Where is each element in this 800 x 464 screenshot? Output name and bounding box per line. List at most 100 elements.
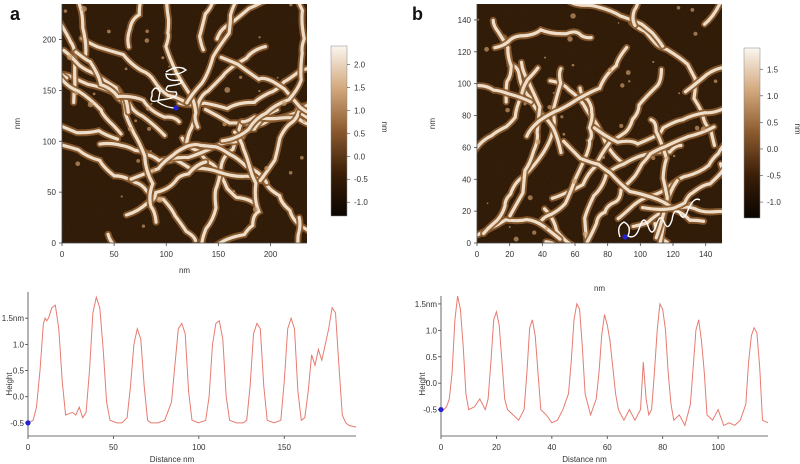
particle-dot — [264, 165, 269, 171]
particle-dot — [552, 91, 555, 94]
x-tick-label-b: 60 — [571, 250, 580, 259]
colorbar-tick-label-b: 0.0 — [767, 145, 779, 154]
section-start-marker-a — [173, 105, 179, 111]
particle-dot — [628, 80, 631, 83]
particle-dot — [694, 125, 700, 131]
fibril — [251, 168, 307, 232]
x-tick-label-a: 0 — [60, 250, 65, 259]
x-tick-label-a: 100 — [160, 250, 174, 259]
y-tick-label-b: 140 — [458, 16, 472, 25]
fibril — [240, 115, 307, 126]
y-tick-label-b: 20 — [462, 207, 471, 216]
colorbar-tick-label-a: -0.5 — [354, 175, 368, 184]
fibril — [649, 118, 669, 240]
particle-dot — [106, 29, 111, 34]
profile-x-tick-label-a: 100 — [192, 443, 206, 452]
y-tick-label-b: 120 — [458, 48, 472, 57]
particle-dot — [258, 89, 261, 93]
fibril — [217, 130, 261, 243]
height-profile-line-a — [27, 295, 357, 428]
x-tick-label-b: 100 — [634, 250, 648, 259]
y-tick-label-b: 100 — [458, 80, 472, 89]
colorbar-tick-label-b: -1.0 — [767, 198, 781, 207]
profile-y-tick-label-a: 0.5 — [13, 367, 25, 376]
fibril — [477, 66, 540, 151]
profile-y-tick-label-b: 1.0 — [426, 326, 438, 335]
fibril — [80, 36, 189, 105]
fibril-halo — [104, 230, 117, 243]
particle-dot — [651, 155, 656, 161]
particle-dot — [678, 92, 681, 95]
profile-y-tick-label-a: -0.5 — [10, 419, 24, 428]
particle-dot — [252, 206, 258, 213]
fibril — [177, 66, 307, 111]
colorbar-tick-label-b: 1.5 — [767, 65, 779, 74]
profile-x-axis-label-a: Distance nm — [150, 455, 195, 464]
colorbar-tick-label-a: 1.0 — [354, 106, 366, 115]
afm-fibrils-b — [477, 4, 722, 243]
fibril — [493, 28, 593, 50]
particle-dot — [145, 107, 150, 111]
panel-letter-a: a — [10, 4, 21, 24]
colorbar-tick-label-b: 1.0 — [767, 92, 779, 101]
fibril — [585, 125, 716, 243]
particle-dot — [144, 38, 150, 43]
y-tick-label-a: 200 — [43, 36, 57, 45]
particle-dot — [560, 115, 564, 119]
particle-dot — [620, 83, 625, 88]
particle-dot — [713, 79, 718, 84]
particle-dot — [150, 102, 153, 105]
fibril — [683, 66, 722, 94]
fibril — [629, 20, 716, 147]
particle-dot — [547, 105, 552, 110]
particle-dot — [484, 46, 489, 52]
fibril — [215, 4, 263, 41]
y-axis-label-b: nm — [428, 118, 437, 129]
profile-y-tick-label-a: 1.5nm — [2, 314, 25, 323]
particle-dot — [149, 149, 152, 152]
particle-dot — [136, 158, 141, 163]
particle-dot — [276, 76, 279, 79]
fibril — [296, 215, 302, 243]
particle-dot — [562, 132, 566, 136]
particle-dot — [224, 86, 231, 93]
particle-dot — [619, 123, 624, 128]
fibril — [550, 67, 663, 200]
particle-dot — [690, 8, 695, 12]
colorbar-tick-label-a: -1.0 — [354, 198, 368, 207]
particle-dot — [672, 154, 676, 158]
colorbar-tick-label-b: 0.5 — [767, 118, 779, 127]
y-tick-label-a: 0 — [52, 239, 57, 248]
particle-dot — [607, 68, 612, 73]
particle-dot — [300, 155, 304, 160]
particle-dot — [168, 65, 170, 68]
profile-x-tick-label-b: 20 — [492, 443, 501, 452]
particle-dot — [505, 107, 510, 113]
colorbar-a — [330, 45, 348, 217]
particle-dot — [508, 226, 511, 228]
profile-x-tick-label-b: 80 — [658, 443, 667, 452]
particle-dot — [543, 56, 547, 59]
x-tick-label-b: 20 — [505, 250, 514, 259]
particle-dot — [156, 196, 163, 203]
fibril — [482, 67, 563, 236]
particle-dot — [222, 122, 227, 127]
particle-dot — [302, 119, 306, 123]
profile-y-axis-label-a: Height — [5, 372, 14, 396]
colorbar-label-b: nm — [793, 123, 800, 134]
x-tick-label-a: 50 — [110, 250, 119, 259]
particle-dot — [289, 4, 293, 7]
particle-dot — [571, 63, 575, 67]
particle-dot — [120, 195, 123, 198]
particle-dot — [693, 31, 698, 36]
colorbar-tick-label-a: 2.0 — [354, 60, 366, 69]
particle-dot — [87, 101, 94, 108]
fibril — [62, 22, 77, 105]
fibril-halo — [62, 69, 71, 82]
fibril — [74, 50, 181, 124]
particle-dot — [571, 178, 577, 184]
y-tick-label-a: 150 — [43, 86, 57, 95]
fibril — [62, 72, 69, 80]
particle-dot — [141, 224, 146, 228]
section-start-marker-b — [622, 234, 628, 240]
